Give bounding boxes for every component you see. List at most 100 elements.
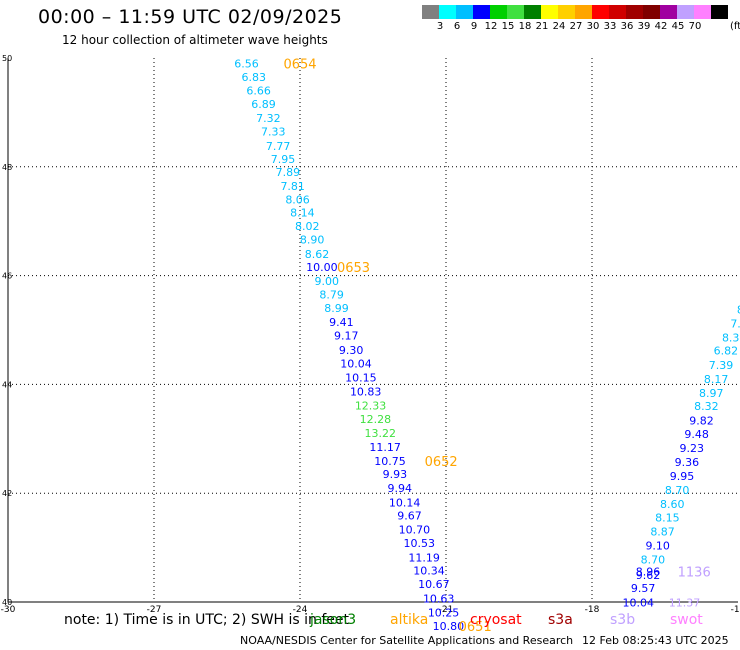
- wave-height-label: 9.23: [680, 442, 705, 455]
- wave-height-label: 8.02: [295, 220, 320, 233]
- wave-height-label: 9.57: [631, 582, 656, 595]
- wave-height-label: 8.14: [290, 206, 315, 219]
- wave-height-label: 9.48: [684, 428, 709, 441]
- wave-height-label: 8.62: [305, 248, 330, 261]
- wave-height-label: 7.89: [276, 166, 301, 179]
- color-scale-label: 12: [484, 21, 498, 32]
- color-scale-unit: (ft): [730, 21, 740, 32]
- wave-height-label: 9.94: [388, 482, 413, 495]
- wave-height-label: 10.00: [306, 261, 338, 274]
- satellite-cryosat: cryosat: [470, 612, 522, 628]
- color-scale-label: 70: [688, 21, 702, 32]
- x-tick-label: -21: [439, 605, 454, 615]
- color-swatch: [660, 5, 677, 19]
- wave-height-label: 8.60: [660, 498, 685, 511]
- color-swatch: [541, 5, 558, 19]
- color-swatch: [643, 5, 660, 19]
- wave-height-label: 9.41: [329, 316, 354, 329]
- y-tick-label: 48: [2, 163, 12, 172]
- wave-height-label: 10.04: [340, 358, 372, 371]
- wave-height-label: 9.10: [645, 539, 670, 552]
- wave-height-label: 7.: [730, 317, 740, 330]
- wave-height-label: 8.70: [641, 554, 666, 567]
- color-swatch: [575, 5, 592, 19]
- color-swatch: [456, 5, 473, 19]
- wave-height-label: 7.77: [266, 140, 291, 153]
- wave-height-label: 12.28: [360, 413, 392, 426]
- color-scale-label: 6: [453, 21, 461, 32]
- satellite-swot: swot: [670, 612, 703, 628]
- wave-height-label: 8: [737, 303, 740, 316]
- wave-height-label: 8.79: [319, 289, 344, 302]
- color-scale-label: 30: [586, 21, 600, 32]
- wave-height-label: 10.04: [622, 597, 654, 610]
- wave-height-label: 8.3: [722, 332, 740, 345]
- color-swatch: [626, 5, 643, 19]
- x-tick-label: -24: [293, 605, 308, 615]
- wave-height-label: 8.99: [324, 302, 349, 315]
- color-scale-label: 15: [501, 21, 515, 32]
- wave-height-label: 9.93: [383, 468, 408, 481]
- wave-height-label: 7.39: [709, 359, 734, 372]
- color-scale-label: 39: [637, 21, 651, 32]
- wave-height-label: 9.00: [315, 275, 340, 288]
- wave-height-label: 10.63: [423, 593, 455, 606]
- color-scale-label: 9: [470, 21, 478, 32]
- chart-subtitle: 12 hour collection of altimeter wave hei…: [62, 33, 328, 47]
- wave-height-label: 8.96: [636, 566, 661, 579]
- wave-height-label: 10.53: [403, 537, 435, 550]
- wave-height-label: 11.17: [369, 441, 401, 454]
- wave-height-label: 6.82: [714, 345, 739, 358]
- pass-time-label: 0651: [459, 620, 492, 635]
- wave-height-label: 10.80: [433, 620, 465, 633]
- wave-height-label: 9.67: [397, 510, 422, 523]
- y-tick-label: 46: [2, 272, 12, 281]
- x-tick-label: -18: [585, 605, 600, 615]
- color-swatch: [694, 5, 711, 19]
- wave-height-label: 10.14: [389, 496, 421, 509]
- color-scale-label: 24: [552, 21, 566, 32]
- wave-height-label: 7.81: [280, 180, 305, 193]
- y-tick-label: 42: [2, 489, 12, 498]
- color-swatch: [524, 5, 541, 19]
- color-swatch: [490, 5, 507, 19]
- y-tick-label: 50: [2, 54, 12, 63]
- wave-height-label: 6.83: [242, 71, 267, 84]
- wave-height-label: 7.32: [256, 112, 281, 125]
- wave-height-label: 12.33: [355, 400, 387, 413]
- wave-height-label: 8.17: [704, 373, 729, 386]
- color-swatch: [422, 5, 439, 19]
- wave-height-label: 7.95: [271, 153, 296, 166]
- wave-height-label: 8.90: [300, 234, 325, 247]
- satellite-altika: altika: [390, 612, 429, 628]
- wave-height-label: 8.87: [650, 525, 675, 538]
- wave-height-label: 10.83: [350, 385, 382, 398]
- credit-text: NOAA/NESDIS Center for Satellite Applica…: [240, 634, 574, 647]
- satellite-s3a: s3a: [548, 612, 573, 628]
- wave-height-label: 8.06: [285, 193, 310, 206]
- wave-height-label: 10.25: [428, 606, 460, 619]
- color-scale-label: 45: [671, 21, 685, 32]
- wave-height-label: 10.34: [413, 564, 445, 577]
- wave-height-label: 9.17: [334, 329, 359, 342]
- generated-timestamp: 12 Feb 08:25:43 UTC 2025: [582, 634, 729, 647]
- wave-height-label: 6.56: [234, 57, 259, 70]
- y-tick-label: 40: [2, 598, 12, 607]
- wave-height-label: 11.19: [408, 551, 440, 564]
- wave-height-label: 9.30: [339, 344, 364, 357]
- wave-height-label: 10.75: [374, 455, 406, 468]
- color-scale-label: 36: [620, 21, 634, 32]
- color-scale-label: 27: [569, 21, 583, 32]
- footer-note: note: 1) Time is in UTC; 2) SWH is in fe…: [64, 612, 350, 628]
- pass-time-label: 0652: [425, 455, 458, 470]
- wave-height-label: 6.89: [251, 98, 276, 111]
- color-scale-label: 33: [603, 21, 617, 32]
- x-tick-label: -27: [147, 605, 162, 615]
- wave-height-label: 11.37: [669, 597, 701, 610]
- wave-height-label: 9.62: [636, 569, 661, 582]
- wave-height-label: 10.70: [399, 524, 431, 537]
- wave-height-label: 10.67: [418, 578, 450, 591]
- x-tick-label: -30: [1, 605, 16, 615]
- pass-time-label: 1136: [678, 566, 711, 581]
